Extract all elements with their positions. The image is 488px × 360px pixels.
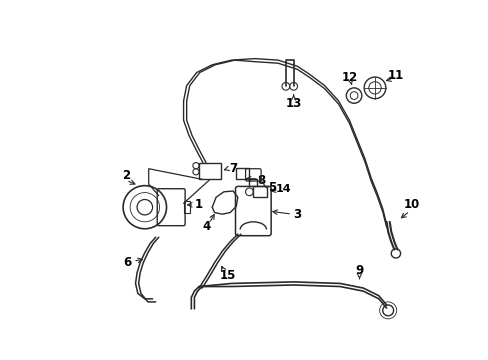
Text: 5: 5	[267, 181, 276, 194]
Bar	[236, 168, 248, 179]
Text: 12: 12	[341, 71, 357, 84]
Text: 2: 2	[122, 169, 130, 182]
Text: 14: 14	[275, 184, 291, 194]
Text: 9: 9	[355, 264, 363, 277]
Text: 10: 10	[403, 198, 419, 211]
Text: 3: 3	[293, 208, 301, 221]
Text: 4: 4	[203, 220, 210, 233]
Bar	[199, 163, 220, 180]
Bar	[183, 201, 189, 213]
Text: 11: 11	[387, 69, 403, 82]
Text: 7: 7	[229, 162, 237, 175]
Text: 6: 6	[122, 256, 131, 269]
Text: 13: 13	[285, 97, 301, 110]
Text: 1: 1	[195, 198, 203, 211]
Text: 8: 8	[256, 174, 264, 187]
Text: 15: 15	[219, 269, 235, 282]
Bar	[253, 186, 267, 197]
